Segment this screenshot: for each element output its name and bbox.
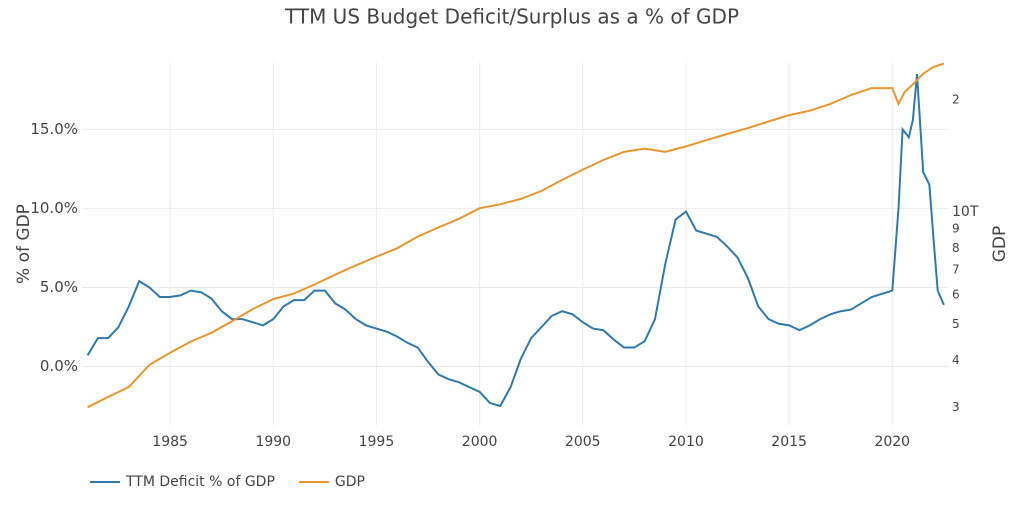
y-axis-label: % of GDP <box>14 204 34 284</box>
y2-tick-label: 6 <box>952 287 960 301</box>
line-series <box>86 74 945 408</box>
x-tick-label: 1985 <box>152 434 188 450</box>
legend-label: TTM Deficit % of GDP <box>125 474 275 490</box>
y2-tick-label: 10T <box>952 204 979 220</box>
y2-tick-label: 8 <box>952 241 960 255</box>
y-tick-label: 5.0% <box>40 278 78 296</box>
y-tick-label: 0.0% <box>40 357 78 375</box>
legend-label: GDP <box>335 474 365 490</box>
x-tick-label: 2005 <box>565 434 601 450</box>
y2-tick-label: 2 <box>952 92 960 106</box>
y2-tick-label: 4 <box>952 353 960 367</box>
y2-tick-label: 7 <box>952 262 960 276</box>
y2-axis-label: GDP <box>990 226 1010 263</box>
y2-tick-label: 5 <box>952 317 960 331</box>
x-tick-label: 2000 <box>462 434 498 450</box>
y-tick-label: 10.0% <box>30 199 78 217</box>
y2-tick-label: 9 <box>952 222 960 236</box>
x-tick-label: 1990 <box>255 434 291 450</box>
line-series <box>87 62 945 409</box>
y2-tick-label: 3 <box>952 400 960 414</box>
x-tick-label: 2010 <box>668 434 704 450</box>
x-tick-label: 2015 <box>771 434 807 450</box>
chart-title: TTM US Budget Deficit/Surplus as a % of … <box>284 5 739 29</box>
x-tick-label: 2020 <box>874 434 910 450</box>
y-tick-label: 15.0% <box>30 120 78 138</box>
x-tick-label: 1995 <box>359 434 395 450</box>
